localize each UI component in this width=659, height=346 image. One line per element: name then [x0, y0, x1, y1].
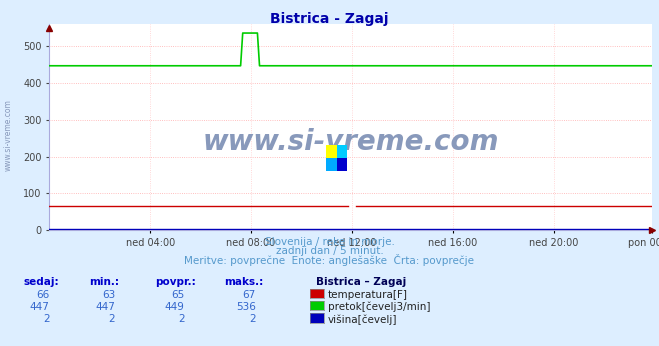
Text: min.:: min.: [89, 277, 119, 287]
Text: 2: 2 [109, 314, 115, 324]
Text: povpr.:: povpr.: [155, 277, 196, 287]
Text: 449: 449 [165, 302, 185, 312]
Text: Bistrica - Zagaj: Bistrica - Zagaj [270, 12, 389, 26]
Text: zadnji dan / 5 minut.: zadnji dan / 5 minut. [275, 246, 384, 256]
Text: 65: 65 [171, 290, 185, 300]
Text: 2: 2 [178, 314, 185, 324]
Text: www.si-vreme.com: www.si-vreme.com [203, 128, 499, 156]
Text: 447: 447 [30, 302, 49, 312]
Text: Bistrica – Zagaj: Bistrica – Zagaj [316, 277, 407, 287]
Text: 447: 447 [96, 302, 115, 312]
Text: pretok[čevelj3/min]: pretok[čevelj3/min] [328, 302, 431, 312]
Text: 536: 536 [236, 302, 256, 312]
Text: 67: 67 [243, 290, 256, 300]
Text: www.si-vreme.com: www.si-vreme.com [3, 99, 13, 171]
Text: maks.:: maks.: [224, 277, 264, 287]
Text: 63: 63 [102, 290, 115, 300]
Text: 2: 2 [249, 314, 256, 324]
Text: 66: 66 [36, 290, 49, 300]
Text: Meritve: povprečne  Enote: anglešaške  Črta: povprečje: Meritve: povprečne Enote: anglešaške Črt… [185, 254, 474, 266]
Text: sedaj:: sedaj: [23, 277, 59, 287]
Text: 2: 2 [43, 314, 49, 324]
Text: višina[čevelj]: višina[čevelj] [328, 314, 397, 325]
Text: temperatura[F]: temperatura[F] [328, 290, 408, 300]
Text: Slovenija / reke in morje.: Slovenija / reke in morje. [264, 237, 395, 247]
